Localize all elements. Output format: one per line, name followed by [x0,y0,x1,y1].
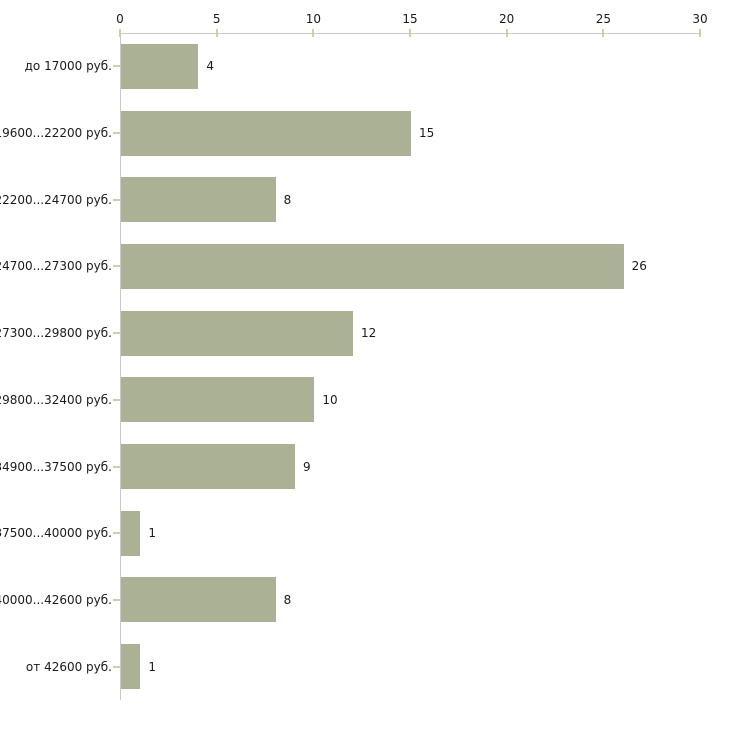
category-label: 19600...22200 руб. [0,126,112,141]
x-axis-tick [409,29,411,37]
category-label: 40000...42600 руб. [0,592,112,607]
category-tick [113,665,120,668]
bar [121,243,624,289]
x-axis-tick-label: 10 [305,12,321,26]
y-axis-line [120,33,121,700]
bar-value-label: 26 [631,259,647,274]
bar [121,110,411,156]
bar-value-label: 12 [361,326,377,341]
bar [121,177,276,223]
bar [121,577,276,623]
bar-value-label: 4 [206,59,214,74]
category-tick [113,465,120,468]
bar [121,644,141,690]
category-tick [113,198,120,201]
category-tick [113,398,120,401]
category-label: 37500...40000 руб. [0,526,112,541]
category-label: 29800...32400 руб. [0,392,112,407]
category-label: 34900...37500 руб. [0,459,112,474]
x-axis-tick [602,29,605,37]
category-tick [113,332,120,335]
x-axis-tick [215,29,218,37]
bar-value-label: 8 [283,192,292,207]
x-axis-tick-label: 30 [692,12,708,26]
category-label: 27300...29800 руб. [0,326,112,341]
x-axis-tick-label: 5 [212,12,221,26]
bar [121,510,141,556]
x-axis-tick-label: 20 [499,12,515,26]
category-label: 24700...27300 руб. [0,259,112,274]
bar-value-label: 1 [148,659,156,674]
x-axis-tick-label: 0 [116,12,124,26]
bar-value-label: 8 [283,592,292,607]
category-tick [113,265,120,268]
bar [121,377,315,423]
bar-value-label: 15 [419,126,435,141]
x-axis-tick-label: 15 [402,12,418,26]
bar [121,310,353,356]
bar [121,444,295,490]
x-axis-tick [505,29,508,37]
x-axis-tick [119,29,121,37]
category-label: 22200...24700 руб. [0,192,112,207]
x-axis-tick [699,29,701,37]
x-axis-tick [312,29,315,37]
bar [121,43,199,89]
category-label: до 17000 руб. [24,59,112,74]
category-tick [113,132,120,135]
x-axis-tick-label: 25 [595,12,611,26]
category-tick [113,65,120,68]
category-tick [113,532,120,535]
bar-value-label: 1 [148,526,156,541]
bar-value-label: 9 [303,459,311,474]
category-tick [113,598,120,601]
category-label: от 42600 руб. [25,659,112,674]
bar-value-label: 10 [322,392,338,407]
